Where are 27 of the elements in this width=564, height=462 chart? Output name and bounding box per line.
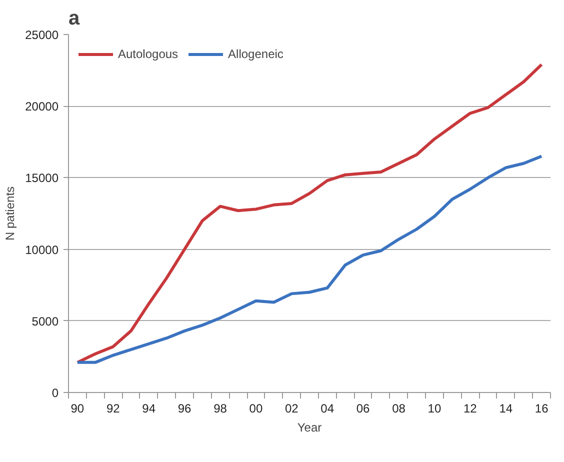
y-tick-label: 25000 [25, 28, 59, 42]
x-tick-label: 10 [428, 402, 442, 416]
legend-label: Autologous [118, 47, 178, 61]
x-tick-label: 94 [142, 402, 156, 416]
x-tick-label: 16 [534, 402, 549, 416]
line-series [76, 154, 544, 364]
chart-title: a [68, 8, 80, 30]
x-axis-title: Year [297, 420, 322, 434]
x-tick-label: 96 [178, 402, 192, 416]
y-axis-title: N patients [3, 186, 18, 241]
line-series [76, 63, 544, 364]
x-tick-label: 02 [284, 402, 299, 416]
y-tick-label: 20000 [25, 100, 59, 114]
y-tick-label: 0 [52, 386, 59, 400]
y-tick-label: 5000 [32, 314, 59, 328]
x-tick-label: 08 [392, 402, 406, 416]
x-tick-label: 06 [356, 402, 370, 416]
x-tick-label: 12 [463, 402, 478, 416]
x-tick-label: 14 [499, 402, 513, 416]
y-tick-label: 15000 [25, 171, 59, 186]
y-tick-label: 10000 [25, 242, 59, 257]
x-tick-label: 04 [320, 402, 334, 416]
x-tick-label: 92 [106, 402, 120, 416]
x-tick-label: 00 [249, 402, 263, 416]
x-tick-label: 98 [214, 402, 228, 416]
x-tick-label: 90 [70, 402, 84, 416]
legend-label: Allogeneic [228, 47, 284, 61]
